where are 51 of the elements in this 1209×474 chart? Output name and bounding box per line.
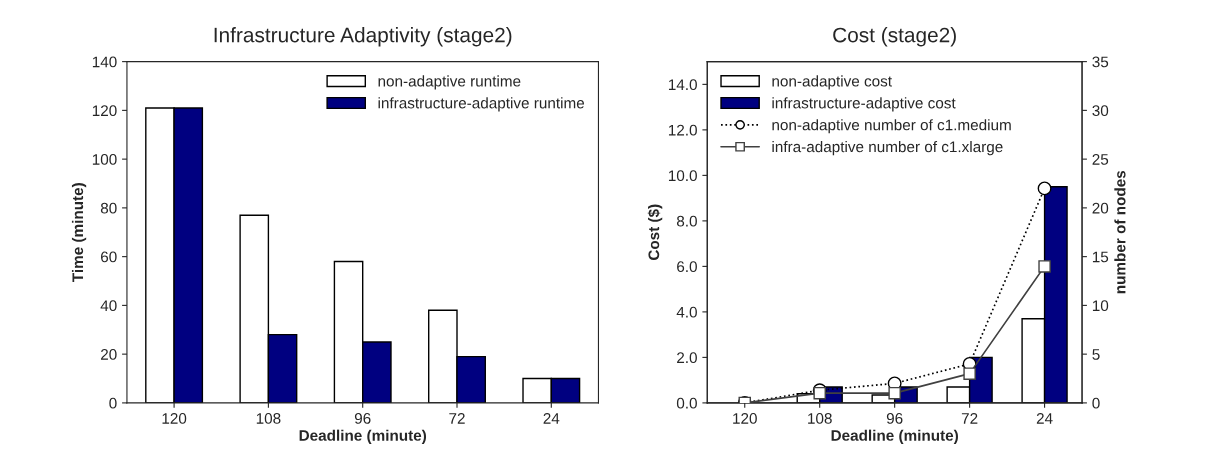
y-tick-label: 40 xyxy=(100,300,117,312)
legend-label: non-adaptive number of c1.medium xyxy=(772,119,1011,134)
y-tick-label: 20 xyxy=(101,349,117,360)
y-tick-label: 100 xyxy=(92,154,117,165)
x-axis-title: Deadline (minute) xyxy=(299,429,427,444)
legend-label: infrastructure-adaptive runtime xyxy=(378,97,585,112)
y-axis-title: Time (minute) xyxy=(71,183,87,283)
x-tick-label: 108 xyxy=(808,413,832,424)
x-tick-label: 96 xyxy=(354,413,371,424)
y-tick-label: 140 xyxy=(92,56,117,68)
y-tick-label: 0.0 xyxy=(676,397,697,409)
y-tick-label: 14.0 xyxy=(668,79,697,91)
y2-tick-label: 30 xyxy=(1092,105,1109,117)
y2-tick-label: 35 xyxy=(1092,56,1109,68)
y-tick-label: 4.0 xyxy=(676,306,697,318)
y-tick-label: 0 xyxy=(109,397,117,409)
x-tick-label: 108 xyxy=(256,413,281,424)
x-tick-label: 24 xyxy=(1036,413,1053,424)
y-tick-label: 10.0 xyxy=(668,170,697,182)
y-tick-label: 12.0 xyxy=(668,124,697,136)
y2-tick-label: 20 xyxy=(1092,202,1109,214)
y-tick-label: 8.0 xyxy=(676,215,697,227)
x-axis-title: Deadline (minute) xyxy=(831,429,958,444)
y2-tick-label: 0 xyxy=(1092,397,1100,409)
x-tick-label: 72 xyxy=(449,413,465,424)
x-tick-label: 24 xyxy=(543,413,560,424)
y2-tick-label: 5 xyxy=(1092,349,1100,360)
y-tick-label: 60 xyxy=(101,251,117,263)
x-tick-label: 96 xyxy=(886,413,903,424)
point xyxy=(1037,181,1052,196)
point xyxy=(888,386,901,400)
legend-label: infrastructure-adaptive cost xyxy=(772,97,956,112)
y-tick-label: 6.0 xyxy=(677,261,697,273)
y2-tick-label: 10 xyxy=(1092,300,1109,312)
x-tick-label: 120 xyxy=(162,413,187,424)
point xyxy=(963,367,976,380)
y2-tick-label: 15 xyxy=(1092,251,1109,263)
x-tick-label: 72 xyxy=(961,413,978,424)
y-tick-label: 80 xyxy=(100,202,117,214)
chart-title: Cost (stage2) xyxy=(833,27,956,47)
y-tick-label: 2.0 xyxy=(677,352,697,364)
legend-label: non-adaptive cost xyxy=(772,75,892,90)
point xyxy=(1038,260,1051,273)
legend-label: non-adaptive runtime xyxy=(378,75,521,90)
chart-title: Infrastructure Adaptivity (stage2) xyxy=(214,27,512,47)
y2-tick-label: 25 xyxy=(1092,154,1109,165)
x-tick-label: 120 xyxy=(733,413,757,424)
y2-axis-title: number of nodes xyxy=(1114,170,1126,294)
y-tick-label: 120 xyxy=(92,105,117,117)
legend-label: infra-adaptive number of c1.xlarge xyxy=(772,141,1003,156)
y-axis-title: Cost ($) xyxy=(647,204,663,261)
